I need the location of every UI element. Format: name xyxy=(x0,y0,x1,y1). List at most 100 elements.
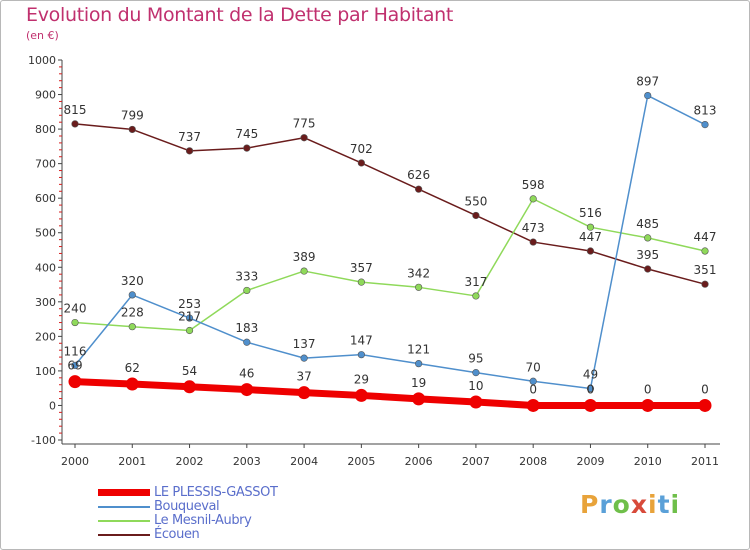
y-tick-label: 1000 xyxy=(28,54,56,67)
data-label: 799 xyxy=(121,108,144,122)
data-label: 29 xyxy=(354,372,369,386)
data-label: 626 xyxy=(407,168,430,182)
legend-swatch-bouqueval xyxy=(98,506,150,508)
data-point xyxy=(185,314,194,322)
y-tick-label: 200 xyxy=(35,330,56,343)
legend-swatch-ecouen xyxy=(98,534,150,536)
data-label: 815 xyxy=(64,103,87,117)
legend-swatch-mesnil xyxy=(98,520,150,522)
data-point xyxy=(243,338,251,346)
data-point xyxy=(529,238,537,246)
legend-label-mesnil: Le Mesnil-Aubry xyxy=(154,513,252,528)
data-label: 598 xyxy=(522,178,545,192)
data-point xyxy=(240,383,254,397)
y-tick-label: 0 xyxy=(49,399,56,412)
x-tick-label: 2010 xyxy=(634,455,662,468)
data-point xyxy=(415,283,423,291)
data-point xyxy=(472,369,480,377)
data-label: 49 xyxy=(583,368,598,382)
data-point xyxy=(71,361,79,369)
data-label: 550 xyxy=(464,194,487,208)
x-tick-label: 2000 xyxy=(61,455,89,468)
y-tick-label: 400 xyxy=(35,261,56,274)
series-line-3 xyxy=(74,123,706,285)
y-tick-label: 100 xyxy=(35,365,56,378)
data-point xyxy=(583,398,597,412)
data-label: 702 xyxy=(350,142,373,156)
data-point xyxy=(185,147,194,155)
series-line-2 xyxy=(74,198,706,332)
logo-letter: i xyxy=(648,490,658,519)
data-point xyxy=(469,395,483,409)
legend-item-plessis: LE PLESSIS-GASSOT xyxy=(98,486,358,500)
x-tick-label: 2008 xyxy=(519,455,547,468)
data-point xyxy=(243,144,251,152)
data-label: 95 xyxy=(468,352,483,366)
data-point xyxy=(128,323,136,331)
data-point xyxy=(185,326,194,335)
legend-label-ecouen: Écouen xyxy=(154,527,200,542)
data-point xyxy=(472,292,480,300)
data-label: 0 xyxy=(701,382,709,396)
data-label: 10 xyxy=(468,379,483,393)
x-tick-label: 2006 xyxy=(405,455,433,468)
data-point xyxy=(415,360,423,368)
y-tick-label: 600 xyxy=(35,192,56,205)
data-label: 351 xyxy=(694,263,717,277)
data-point xyxy=(701,247,709,255)
series-line-1 xyxy=(74,94,706,390)
y-tick-label: -100 xyxy=(31,434,56,447)
data-label: 447 xyxy=(579,230,602,244)
data-point xyxy=(698,398,712,412)
legend: LE PLESSIS-GASSOT Bouqueval Le Mesnil-Au… xyxy=(98,486,358,542)
data-label: 183 xyxy=(235,321,258,335)
series-line-0 xyxy=(71,378,709,409)
data-label: 217 xyxy=(178,309,201,323)
data-label: 70 xyxy=(526,360,541,374)
data-label: 897 xyxy=(636,75,659,89)
data-label: 19 xyxy=(411,376,426,390)
x-tick-label: 2003 xyxy=(233,455,261,468)
data-label: 121 xyxy=(407,343,430,357)
data-point xyxy=(586,384,595,393)
data-label: 69 xyxy=(67,359,82,373)
data-point xyxy=(415,185,423,193)
x-tick-label: 2005 xyxy=(347,455,375,468)
data-point xyxy=(586,247,595,255)
data-label: 137 xyxy=(293,337,316,351)
data-point xyxy=(644,234,652,242)
y-tick-label: 900 xyxy=(35,89,56,102)
proxiti-logo: Proxiti xyxy=(580,490,680,519)
legend-item-mesnil: Le Mesnil-Aubry xyxy=(98,514,358,528)
data-label: 116 xyxy=(64,344,87,358)
logo-letter: x xyxy=(630,490,648,519)
data-label: 240 xyxy=(64,302,87,316)
data-point xyxy=(300,134,308,142)
data-label: 342 xyxy=(407,266,430,280)
data-point xyxy=(412,392,426,406)
data-label: 37 xyxy=(296,370,311,384)
data-point xyxy=(128,125,136,134)
data-point xyxy=(128,291,136,299)
data-label: 253 xyxy=(178,297,201,311)
y-tick-label: 500 xyxy=(35,227,56,240)
data-label: 395 xyxy=(636,248,659,262)
data-label: 62 xyxy=(125,361,140,375)
data-point xyxy=(641,398,655,412)
data-point xyxy=(68,375,82,389)
data-label: 147 xyxy=(350,334,373,348)
data-label: 516 xyxy=(579,206,602,220)
data-point xyxy=(644,265,652,273)
data-point xyxy=(297,386,311,400)
data-point xyxy=(71,120,79,128)
data-label: 485 xyxy=(636,217,659,231)
x-tick-label: 2002 xyxy=(176,455,204,468)
logo-letter: o xyxy=(612,490,631,519)
data-label: 745 xyxy=(235,127,258,141)
data-point xyxy=(357,159,365,167)
data-label: 447 xyxy=(694,230,717,244)
y-tick-label: 700 xyxy=(35,158,56,171)
data-label: 0 xyxy=(529,382,537,396)
logo-letter: P xyxy=(580,490,600,519)
data-point xyxy=(71,318,79,327)
